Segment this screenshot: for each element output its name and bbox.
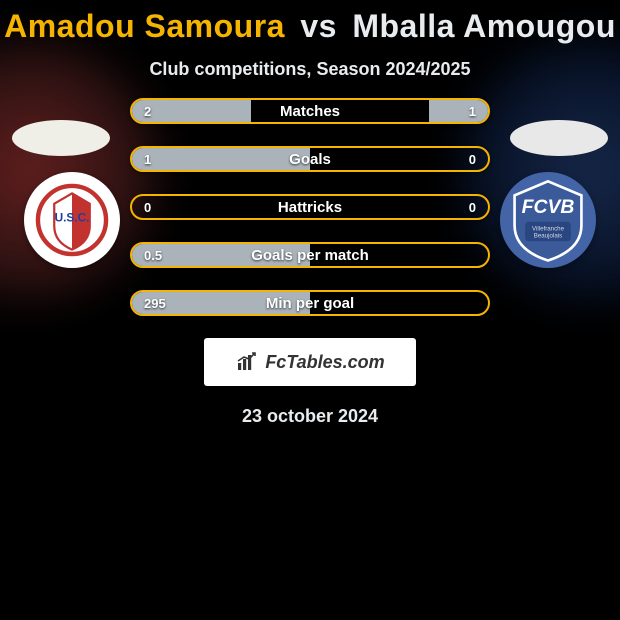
stat-right-value: 1: [469, 104, 476, 119]
stat-label: Goals: [132, 151, 488, 168]
svg-text:FCVB: FCVB: [522, 196, 575, 218]
bar-chart-icon: [235, 350, 259, 374]
infographic-container: Amadou Samoura vs Mballa Amougou Club co…: [0, 0, 620, 580]
stat-label: Goals per match: [132, 247, 488, 264]
player2-club-badge: FCVB Villefranche Beaujolais: [500, 172, 596, 268]
stat-right-value: 0: [469, 200, 476, 215]
club-badge-usc-icon: U.S.C.: [35, 183, 109, 257]
stat-label: Hattricks: [132, 199, 488, 216]
stat-row: 295Min per goal: [130, 290, 490, 316]
player2-photo-placeholder: [510, 120, 608, 156]
svg-text:U.S.C.: U.S.C.: [55, 210, 90, 224]
svg-text:Beaujolais: Beaujolais: [534, 233, 562, 240]
stat-row: 2Matches1: [130, 98, 490, 124]
player1-club-badge: U.S.C.: [24, 172, 120, 268]
stats-list: 2Matches11Goals00Hattricks00.5Goals per …: [130, 98, 490, 316]
stat-row: 1Goals0: [130, 146, 490, 172]
svg-text:Villefranche: Villefranche: [532, 226, 565, 233]
stat-row: 0.5Goals per match: [130, 242, 490, 268]
club-badge-fcvb-icon: FCVB Villefranche Beaujolais: [504, 176, 592, 264]
stat-label: Matches: [132, 103, 488, 120]
vs-separator: vs: [300, 8, 337, 44]
attribution-brand: FcTables.com: [265, 352, 384, 373]
player1-photo-placeholder: [12, 120, 110, 156]
stat-label: Min per goal: [132, 295, 488, 312]
stat-row: 0Hattricks0: [130, 194, 490, 220]
date-stamp: 23 october 2024: [0, 406, 620, 427]
player2-name: Mballa Amougou: [352, 8, 616, 44]
subtitle: Club competitions, Season 2024/2025: [0, 59, 620, 80]
stat-right-value: 0: [469, 152, 476, 167]
player1-name: Amadou Samoura: [4, 8, 285, 44]
attribution-box: FcTables.com: [204, 338, 416, 386]
page-title: Amadou Samoura vs Mballa Amougou: [0, 0, 620, 45]
